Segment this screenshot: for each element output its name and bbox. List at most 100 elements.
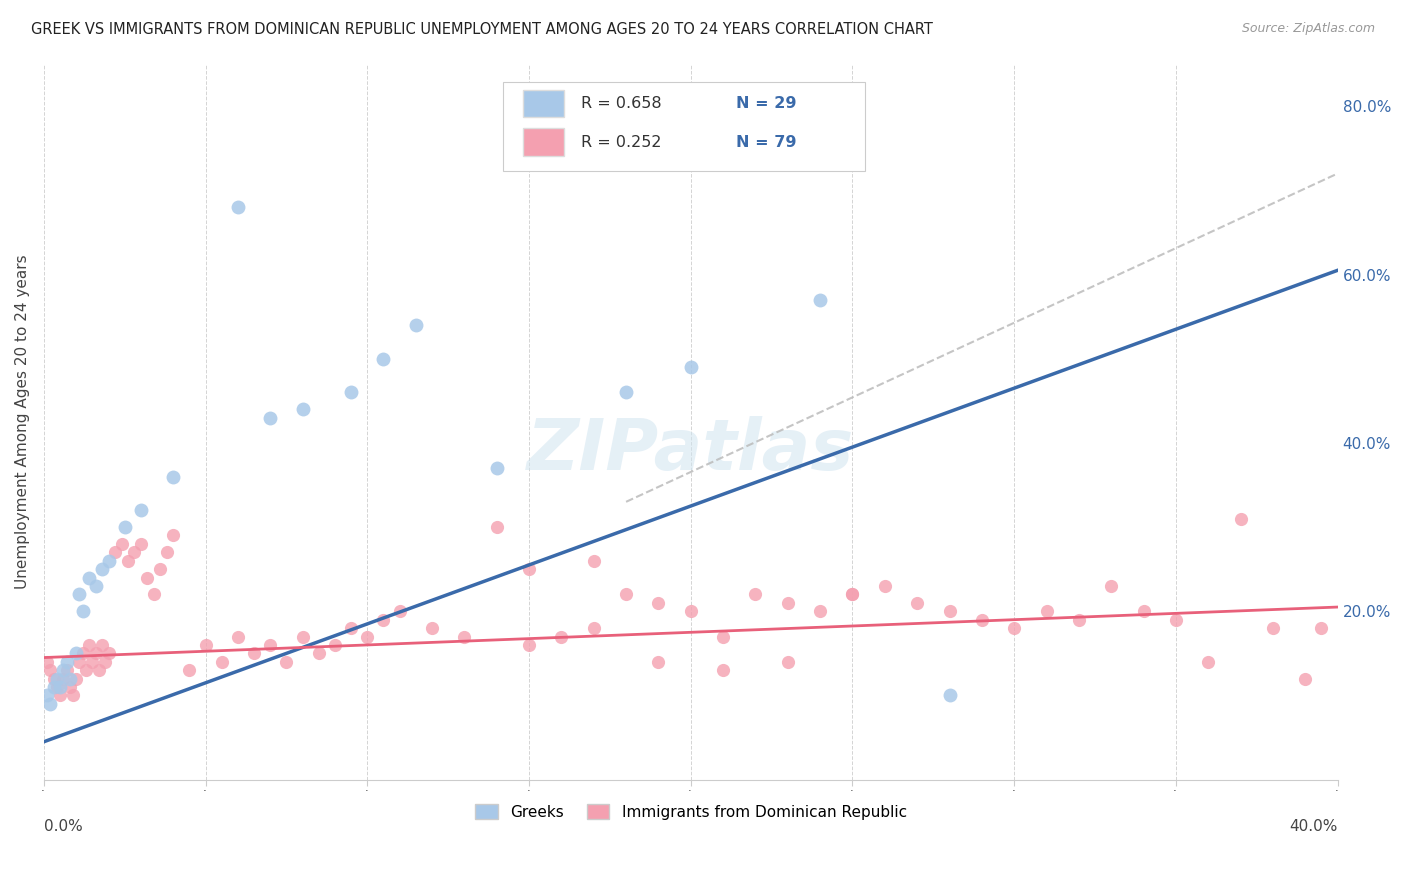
Text: Source: ZipAtlas.com: Source: ZipAtlas.com [1241, 22, 1375, 36]
Point [77, 638, 100, 652]
Point [905, 596, 928, 610]
Point [1197, 655, 1219, 669]
Point [37, 689, 59, 703]
Point [104, 545, 127, 559]
Point [149, 562, 172, 576]
Point [65, 646, 87, 660]
Point [117, 554, 139, 568]
Point [156, 545, 179, 559]
Point [744, 587, 766, 601]
Point [340, 621, 363, 635]
Text: 0.0%: 0.0% [44, 819, 83, 834]
Point [517, 638, 540, 652]
Point [52, 672, 75, 686]
Point [291, 630, 314, 644]
Point [259, 638, 281, 652]
Point [405, 318, 427, 332]
Text: GREEK VS IMMIGRANTS FROM DOMINICAN REPUBLIC UNEMPLOYMENT AMONG AGES 20 TO 24 YEA: GREEK VS IMMIGRANTS FROM DOMINICAN REPUB… [31, 22, 932, 37]
Point [91, 638, 114, 652]
Point [1229, 511, 1251, 525]
Point [211, 655, 233, 669]
Point [55, 655, 77, 669]
Point [808, 604, 831, 618]
Point [62, 689, 84, 703]
Point [582, 554, 605, 568]
Point [75, 663, 97, 677]
Point [72, 646, 94, 660]
Text: N = 79: N = 79 [737, 135, 797, 150]
Point [97, 554, 120, 568]
Point [97, 646, 120, 660]
Point [373, 613, 395, 627]
Point [42, 672, 65, 686]
Point [614, 385, 637, 400]
Point [453, 630, 475, 644]
Point [614, 587, 637, 601]
Point [776, 655, 799, 669]
Point [1035, 604, 1057, 618]
Point [841, 587, 863, 601]
Point [711, 663, 734, 677]
Point [162, 528, 184, 542]
FancyBboxPatch shape [523, 128, 564, 155]
Point [42, 680, 65, 694]
Point [55, 663, 77, 677]
Point [59, 672, 82, 686]
Point [39, 663, 62, 677]
Point [49, 680, 72, 694]
Text: 40.0%: 40.0% [1289, 819, 1337, 834]
FancyBboxPatch shape [503, 82, 866, 171]
Point [49, 689, 72, 703]
Point [142, 587, 165, 601]
Point [39, 697, 62, 711]
Point [647, 655, 669, 669]
Point [1067, 613, 1090, 627]
Point [373, 351, 395, 366]
Point [1294, 672, 1316, 686]
Point [94, 655, 117, 669]
Legend: Greeks, Immigrants from Dominican Republic: Greeks, Immigrants from Dominican Republ… [468, 798, 912, 826]
Point [179, 663, 201, 677]
Point [550, 630, 572, 644]
Point [110, 537, 132, 551]
Point [226, 200, 249, 214]
Point [679, 360, 702, 375]
Point [970, 613, 993, 627]
Point [72, 604, 94, 618]
Point [194, 638, 217, 652]
Point [276, 655, 298, 669]
FancyBboxPatch shape [523, 90, 564, 117]
Point [77, 571, 100, 585]
Point [582, 621, 605, 635]
Point [485, 520, 508, 534]
Text: ZIPatlas: ZIPatlas [527, 416, 855, 485]
Point [87, 663, 110, 677]
Point [517, 562, 540, 576]
Point [259, 410, 281, 425]
Point [162, 469, 184, 483]
Point [388, 604, 411, 618]
Point [69, 587, 91, 601]
Text: R = 0.252: R = 0.252 [581, 135, 676, 150]
Point [52, 663, 75, 677]
Point [420, 621, 443, 635]
Point [291, 402, 314, 417]
Point [1132, 604, 1154, 618]
Text: N = 29: N = 29 [737, 96, 797, 111]
Point [776, 596, 799, 610]
Point [129, 503, 152, 517]
Point [37, 655, 59, 669]
Text: R = 0.658: R = 0.658 [581, 96, 676, 111]
Point [340, 385, 363, 400]
Point [124, 545, 146, 559]
Point [136, 571, 159, 585]
Point [841, 587, 863, 601]
Point [45, 680, 67, 694]
Point [59, 680, 82, 694]
Point [226, 630, 249, 644]
Point [91, 562, 114, 576]
Point [114, 520, 136, 534]
Point [938, 604, 960, 618]
Point [711, 630, 734, 644]
Point [129, 537, 152, 551]
